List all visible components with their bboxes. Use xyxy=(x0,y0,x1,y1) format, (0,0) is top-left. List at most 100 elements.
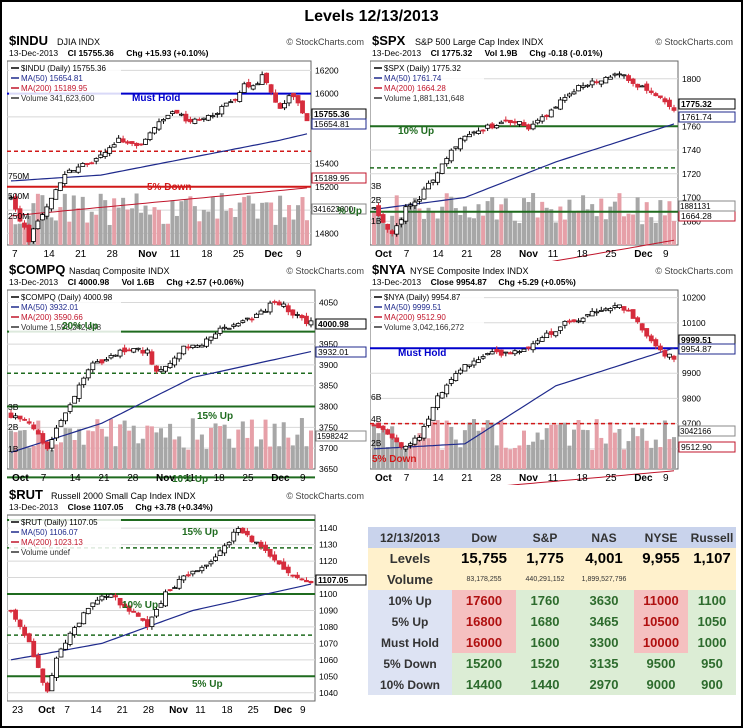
candle-body xyxy=(526,124,531,130)
candle-body xyxy=(8,412,14,418)
volume-bar xyxy=(17,223,22,245)
candle-body xyxy=(281,561,287,570)
candle-body xyxy=(26,224,32,243)
volume-bar xyxy=(653,439,658,469)
levels-table-cell: 9500 xyxy=(634,653,688,674)
x-tick-label: 25 xyxy=(248,705,260,716)
candle-body xyxy=(161,119,166,122)
x-tick-label: 9 xyxy=(296,249,302,260)
volume-bar xyxy=(412,439,417,469)
candle-body xyxy=(254,313,259,318)
volume-bar xyxy=(599,437,604,469)
candle-body xyxy=(576,85,581,92)
volume-bar xyxy=(22,430,27,469)
candle-body xyxy=(187,118,193,123)
volume-bar xyxy=(249,419,254,469)
volume-bar xyxy=(672,437,676,469)
volume-bar xyxy=(242,196,247,245)
candle-body xyxy=(85,369,91,379)
volume-bar xyxy=(585,209,590,245)
candle-body xyxy=(222,326,228,329)
candle-body xyxy=(462,135,468,141)
candle-body xyxy=(285,305,291,313)
candle-body xyxy=(467,133,472,138)
volume-bar xyxy=(662,420,667,469)
volume-bar xyxy=(9,217,13,245)
candle-body xyxy=(183,113,189,122)
volume-bar xyxy=(649,217,654,245)
candle-body xyxy=(295,95,301,104)
volume-tick-label: 4B xyxy=(371,414,382,424)
volume-bar xyxy=(485,201,490,245)
candle-body xyxy=(567,93,572,97)
candle-body xyxy=(17,208,23,222)
volume-bar xyxy=(209,427,213,469)
volume-bar xyxy=(590,449,595,469)
candle-body xyxy=(671,355,677,360)
watermark-text: © StockCharts.com xyxy=(286,491,364,501)
legend-label: Volume undef xyxy=(21,548,71,557)
levels-table-cell: 9000 xyxy=(634,674,688,695)
y-tick-label: 15200 xyxy=(315,182,339,192)
x-tick-label: 9 xyxy=(663,249,669,260)
candle-body xyxy=(76,622,82,627)
candle-body xyxy=(268,84,274,93)
volume-bar xyxy=(494,219,499,245)
candle-body xyxy=(131,610,137,613)
candle-body xyxy=(17,415,23,420)
candle-body xyxy=(131,348,137,353)
candle-body xyxy=(626,75,631,81)
y-tick-label: 1120 xyxy=(319,556,338,566)
volume-bar xyxy=(503,198,508,245)
candle-body xyxy=(530,123,536,130)
candle-body xyxy=(13,196,18,210)
volume-bar xyxy=(89,211,94,245)
chart-info-text: Close 9954.87 xyxy=(431,277,488,287)
volume-bar xyxy=(195,439,200,469)
levels-table-row-must-hold: Must Hold 16000 1600 3300 10000 1000 xyxy=(368,632,736,653)
candle-body xyxy=(444,158,450,165)
chart-info-text: CI 1775.32 xyxy=(431,48,473,58)
candle-body xyxy=(571,319,577,322)
candle-body xyxy=(181,345,187,355)
volume-bar xyxy=(49,217,54,245)
x-tick-label: 21 xyxy=(98,473,110,484)
candle-body xyxy=(426,182,431,190)
y-tick-label: 14800 xyxy=(315,228,339,238)
y-tick-label: 3950 xyxy=(319,339,338,349)
volume-bar xyxy=(617,193,622,245)
candle-body xyxy=(380,425,386,430)
volume-bar xyxy=(444,193,449,245)
annotation-label: 10% Up xyxy=(172,474,208,485)
volume-bar xyxy=(44,207,49,245)
chart-symbol: $INDU xyxy=(9,33,48,48)
volume-bar xyxy=(458,447,463,469)
volume-tag-label: 1598242 xyxy=(317,432,349,441)
volume-bar xyxy=(130,208,135,245)
candle-body xyxy=(630,78,636,84)
candle-body xyxy=(232,98,238,101)
volume-bar xyxy=(159,428,163,469)
annotation-label: 15% Up xyxy=(182,527,218,538)
volume-bar xyxy=(422,436,426,469)
price-tag-box xyxy=(315,346,367,358)
candle-body xyxy=(594,81,600,84)
candle-body xyxy=(94,599,100,605)
levels-table-row-label: Must Hold xyxy=(368,632,452,653)
volume-bar xyxy=(640,224,645,245)
chart-name: Nasdaq Composite INDX xyxy=(69,266,170,276)
volume-bar xyxy=(653,222,658,245)
volume-tick-label: 2B xyxy=(8,422,19,432)
volume-bar xyxy=(649,447,654,469)
watermark-text: © StockCharts.com xyxy=(655,37,733,47)
x-tick-label: 7 xyxy=(12,249,18,260)
candle-body xyxy=(26,633,32,643)
chart-info-text: CI 4000.98 xyxy=(68,277,110,287)
levels-table-cell: 14400 xyxy=(452,674,516,695)
volume-bar xyxy=(526,444,531,469)
volume-bar xyxy=(585,430,590,469)
volume-bar xyxy=(635,197,640,245)
candle-body xyxy=(192,118,198,124)
volume-bar xyxy=(544,428,549,469)
volume-bar xyxy=(278,195,283,245)
